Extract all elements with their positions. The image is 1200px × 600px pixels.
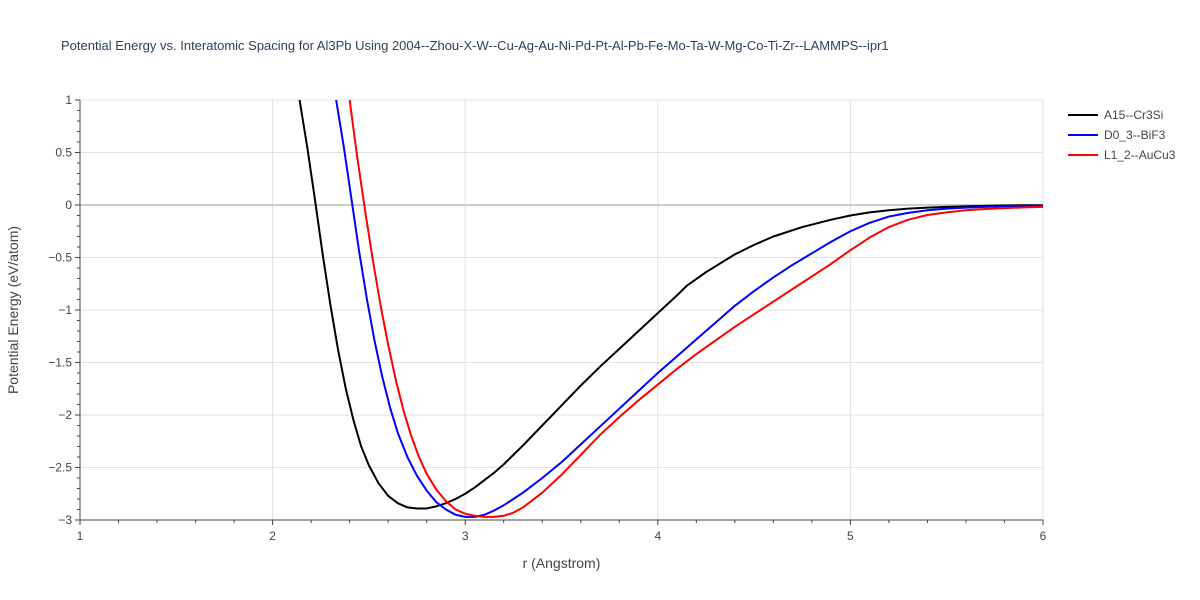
legend-label: L1_2--AuCu3	[1104, 148, 1176, 162]
x-tick-label: 5	[847, 529, 854, 543]
series-line-2	[335, 100, 1043, 518]
chart-title: Potential Energy vs. Interatomic Spacing…	[61, 38, 889, 53]
legend-item[interactable]: L1_2--AuCu3	[1068, 148, 1176, 162]
y-tick-label: −0.5	[48, 251, 72, 265]
y-axis-title: Potential Energy (eV/atom)	[5, 226, 21, 394]
y-tick-label: −2	[58, 408, 72, 422]
axes: 1 2 3 4 5 6 1 0.5 0 −0.5 −1 −1.5 −2 −2.5 −3	[48, 93, 1046, 543]
y-tick-label: −1	[58, 303, 72, 317]
y-tick-label: −2.5	[48, 461, 72, 475]
plot-area	[298, 100, 1043, 518]
y-tick-label: 0	[65, 198, 72, 212]
series-line-3	[348, 100, 1043, 518]
y-tick-label: −3	[58, 513, 72, 527]
legend-label: D0_3--BiF3	[1104, 128, 1166, 142]
x-tick-label: 4	[654, 529, 661, 543]
legend-label: A15--Cr3Si	[1104, 108, 1163, 122]
x-tick-label: 6	[1040, 529, 1047, 543]
y-tick-label: 0.5	[55, 146, 72, 160]
x-axis-title: r (Angstrom)	[523, 555, 601, 571]
x-tick-label: 2	[269, 529, 276, 543]
grid	[80, 99, 1044, 520]
series-line-1	[298, 100, 1043, 510]
y-tick-label: −1.5	[48, 356, 72, 370]
y-tick-label: 1	[65, 93, 72, 107]
x-tick-label: 3	[462, 529, 469, 543]
legend-item[interactable]: D0_3--BiF3	[1068, 128, 1166, 142]
legend-item[interactable]: A15--Cr3Si	[1068, 108, 1163, 122]
x-tick-label: 1	[77, 529, 84, 543]
legend: A15--Cr3Si D0_3--BiF3 L1_2--AuCu3	[1068, 108, 1176, 162]
